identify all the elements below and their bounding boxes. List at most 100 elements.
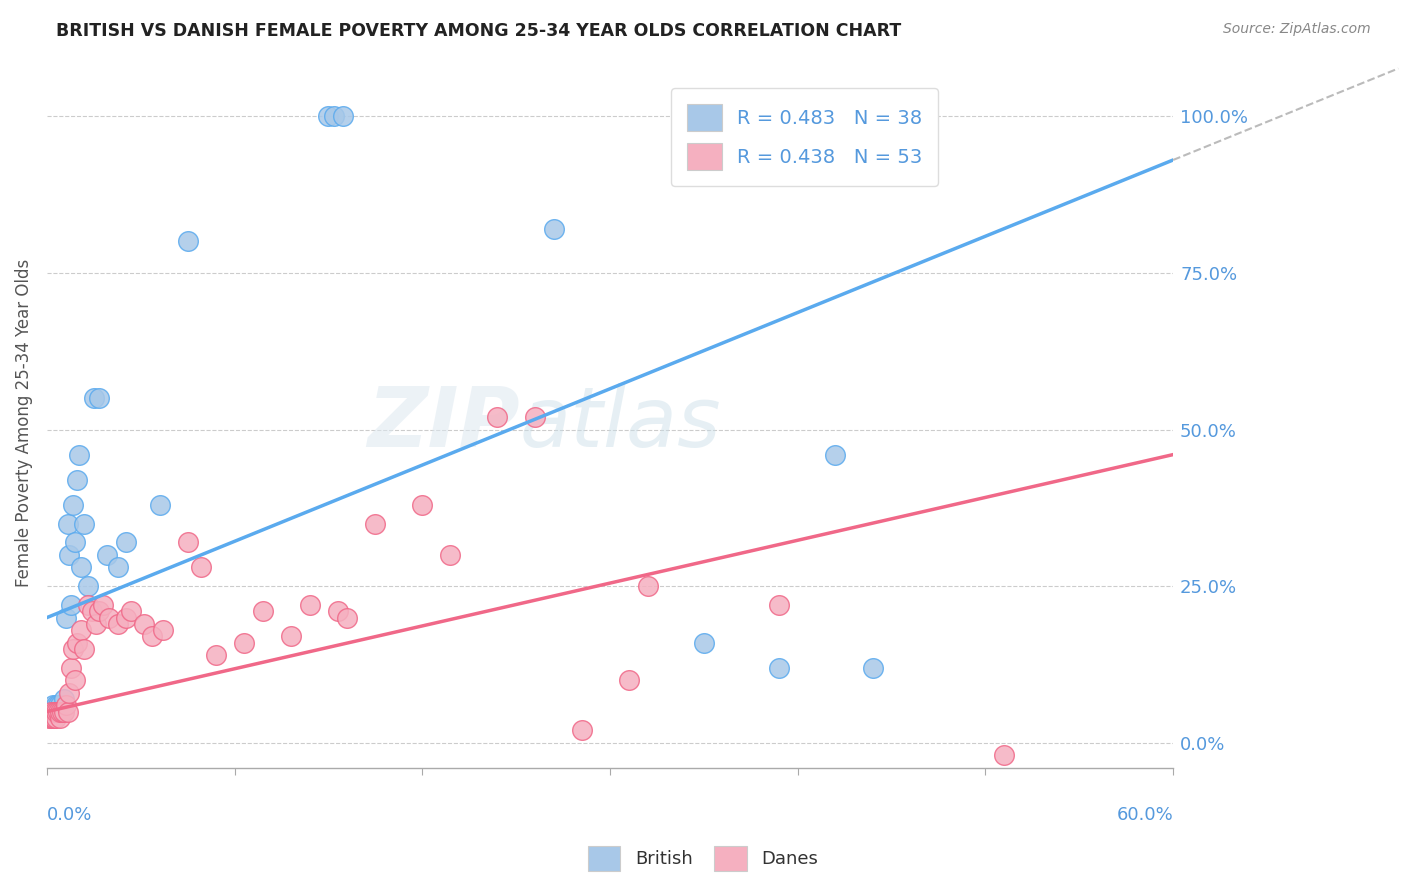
Point	[993, 748, 1015, 763]
Point	[39, 711, 62, 725]
Y-axis label: Female Poverty Among 25-34 Year Olds: Female Poverty Among 25-34 Year Olds	[15, 260, 32, 588]
Point	[318, 109, 340, 123]
Point	[58, 686, 80, 700]
Point	[543, 222, 565, 236]
Point	[96, 548, 118, 562]
Point	[114, 610, 136, 624]
Point	[55, 698, 77, 713]
Point	[69, 623, 91, 637]
Point	[114, 535, 136, 549]
Point	[73, 516, 96, 531]
Point	[41, 711, 63, 725]
Point	[148, 498, 170, 512]
Point	[45, 711, 67, 725]
Point	[77, 579, 100, 593]
Point	[66, 635, 89, 649]
Point	[60, 598, 83, 612]
Point	[411, 498, 433, 512]
Point	[332, 109, 354, 123]
Point	[190, 560, 212, 574]
Point	[637, 579, 659, 593]
Point	[84, 616, 107, 631]
Legend: British, Danes: British, Danes	[581, 838, 825, 879]
Point	[252, 604, 274, 618]
Text: ZIP: ZIP	[367, 383, 520, 464]
Point	[80, 604, 103, 618]
Point	[51, 705, 73, 719]
Point	[52, 705, 75, 719]
Point	[768, 661, 790, 675]
Point	[45, 705, 67, 719]
Point	[56, 705, 79, 719]
Text: 0.0%: 0.0%	[46, 805, 93, 823]
Point	[46, 705, 69, 719]
Point	[46, 698, 69, 713]
Point	[89, 604, 111, 618]
Point	[77, 598, 100, 612]
Point	[571, 723, 593, 738]
Point	[280, 629, 302, 643]
Point	[336, 610, 359, 624]
Point	[62, 498, 84, 512]
Point	[41, 705, 63, 719]
Point	[39, 705, 62, 719]
Point	[38, 705, 60, 719]
Point	[39, 705, 62, 719]
Point	[204, 648, 226, 663]
Point	[66, 473, 89, 487]
Text: atlas: atlas	[520, 383, 721, 464]
Point	[91, 598, 114, 612]
Point	[55, 610, 77, 624]
Point	[52, 692, 75, 706]
Text: BRITISH VS DANISH FEMALE POVERTY AMONG 25-34 YEAR OLDS CORRELATION CHART: BRITISH VS DANISH FEMALE POVERTY AMONG 2…	[56, 22, 901, 40]
Point	[44, 705, 66, 719]
Point	[51, 705, 73, 719]
Point	[107, 616, 129, 631]
Point	[617, 673, 640, 688]
Point	[523, 409, 546, 424]
Point	[486, 409, 509, 424]
Point	[73, 641, 96, 656]
Legend: R = 0.483   N = 38, R = 0.438   N = 53: R = 0.483 N = 38, R = 0.438 N = 53	[671, 88, 938, 186]
Point	[45, 705, 67, 719]
Point	[62, 641, 84, 656]
Point	[326, 604, 349, 618]
Point	[120, 604, 142, 618]
Point	[364, 516, 387, 531]
Point	[41, 698, 63, 713]
Point	[69, 560, 91, 574]
Point	[824, 448, 846, 462]
Point	[152, 623, 174, 637]
Point	[45, 698, 67, 713]
Point	[134, 616, 156, 631]
Point	[49, 698, 72, 713]
Point	[60, 661, 83, 675]
Point	[107, 560, 129, 574]
Point	[141, 629, 163, 643]
Point	[63, 673, 86, 688]
Point	[89, 391, 111, 405]
Point	[83, 391, 105, 405]
Text: 60.0%: 60.0%	[1116, 805, 1173, 823]
Point	[233, 635, 256, 649]
Point	[97, 610, 120, 624]
Point	[176, 235, 198, 249]
Point	[38, 711, 60, 725]
Point	[439, 548, 461, 562]
Point	[49, 711, 72, 725]
Point	[768, 598, 790, 612]
Point	[323, 109, 346, 123]
Point	[49, 705, 72, 719]
Point	[49, 705, 72, 719]
Point	[298, 598, 321, 612]
Text: Source: ZipAtlas.com: Source: ZipAtlas.com	[1223, 22, 1371, 37]
Point	[693, 635, 716, 649]
Point	[862, 661, 884, 675]
Point	[44, 705, 66, 719]
Point	[44, 711, 66, 725]
Point	[176, 535, 198, 549]
Point	[67, 448, 90, 462]
Point	[56, 516, 79, 531]
Point	[58, 548, 80, 562]
Point	[63, 535, 86, 549]
